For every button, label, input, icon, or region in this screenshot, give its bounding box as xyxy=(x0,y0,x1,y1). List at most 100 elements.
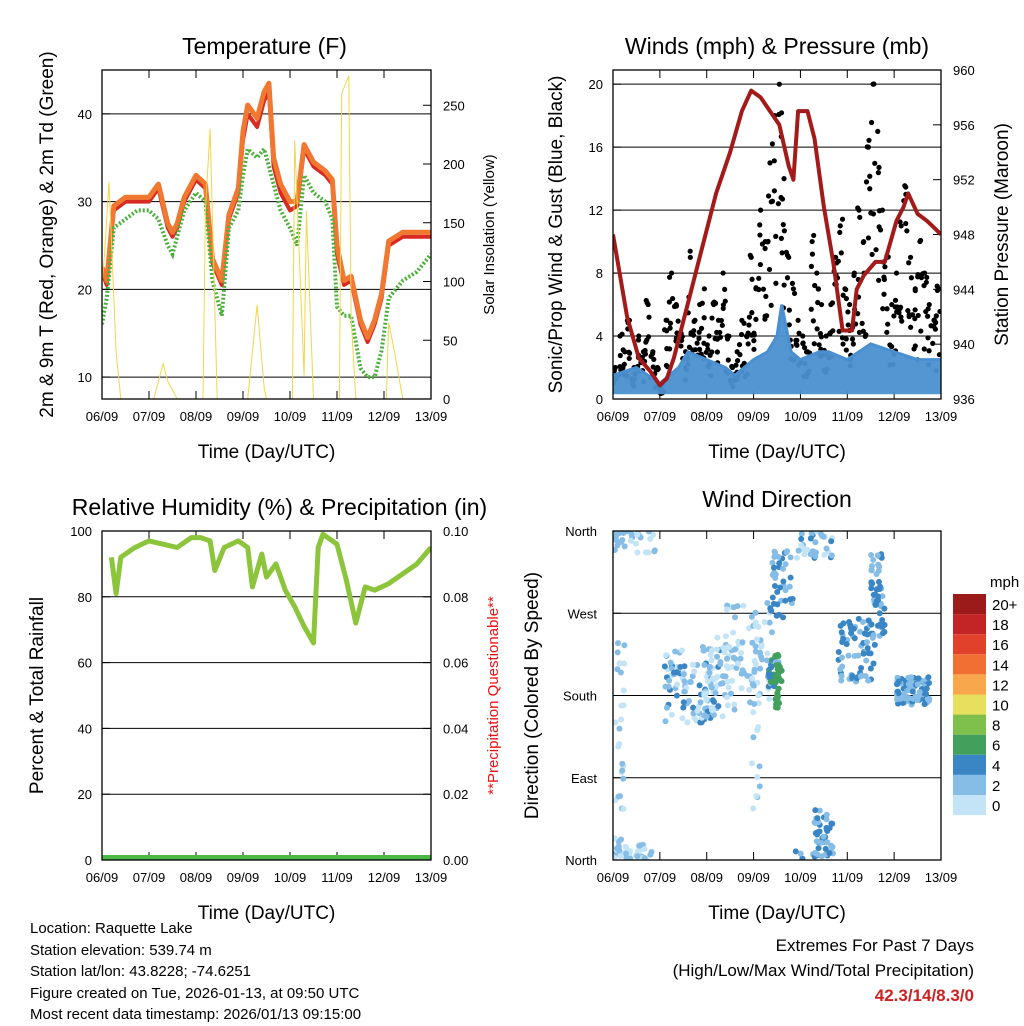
direction-point xyxy=(745,625,752,632)
gust-point xyxy=(789,280,796,287)
gust-point xyxy=(884,329,890,335)
solar-insolation-line xyxy=(102,75,431,399)
gust-point xyxy=(863,179,870,185)
x-tick-label: 11/09 xyxy=(321,409,353,424)
x-tick-label: 08/09 xyxy=(690,870,723,885)
direction-point xyxy=(694,707,701,714)
legend-title: mph xyxy=(990,574,1019,591)
gust-point xyxy=(756,286,762,293)
gust-point xyxy=(711,301,717,308)
direction-point xyxy=(738,649,745,656)
direction-point xyxy=(868,552,875,559)
direction-point xyxy=(714,653,721,660)
direction-point xyxy=(769,559,776,566)
gust-point xyxy=(675,318,681,324)
direction-point xyxy=(749,760,756,767)
gust-point xyxy=(907,254,914,260)
direction-point xyxy=(621,543,628,550)
y-tick-label: 0 xyxy=(85,853,92,868)
legend-label: 10 xyxy=(992,698,1009,715)
y-tick-label: 8 xyxy=(596,266,603,281)
direction-point xyxy=(795,547,802,554)
gust-point xyxy=(840,292,846,298)
gust-point xyxy=(743,333,750,339)
gust-point xyxy=(751,346,757,352)
legend-label: 4 xyxy=(992,758,1000,775)
direction-point xyxy=(808,531,815,537)
direction-point xyxy=(724,702,731,709)
direction-point xyxy=(704,678,711,685)
direction-point xyxy=(851,652,858,659)
y-right-tick-label: 0.04 xyxy=(443,721,468,736)
x-tick-label: 08/09 xyxy=(180,870,213,885)
direction-point xyxy=(786,583,793,590)
wind-speed-area xyxy=(613,304,941,395)
gust-point xyxy=(751,338,757,344)
direction-point xyxy=(641,855,648,860)
gust-point xyxy=(763,293,769,299)
direction-point xyxy=(619,537,626,544)
gust-point xyxy=(884,306,890,312)
gust-point xyxy=(720,305,726,312)
direction-point xyxy=(807,535,814,542)
direction-point xyxy=(766,673,773,680)
gust-point xyxy=(850,341,856,347)
y-right-tick-label: 0.02 xyxy=(443,787,468,802)
gust-point xyxy=(696,335,702,341)
direction-point xyxy=(750,709,757,716)
gust-point xyxy=(899,318,905,324)
y-right-tick-label: 952 xyxy=(953,173,975,188)
y-tick-label: 0 xyxy=(596,392,603,407)
gust-point xyxy=(881,274,887,280)
direction-point xyxy=(792,848,799,855)
gust-point xyxy=(667,346,673,352)
direction-point xyxy=(871,641,878,648)
direction-point xyxy=(915,693,922,700)
y-tick-label: 4 xyxy=(596,329,603,344)
direction-point xyxy=(618,716,625,723)
gust-point xyxy=(882,264,888,270)
gust-point xyxy=(640,349,647,355)
gust-point xyxy=(767,160,773,166)
gust-point xyxy=(912,343,918,349)
x-tick-label: 09/09 xyxy=(227,409,260,424)
direction-point xyxy=(845,652,852,659)
direction-point xyxy=(663,704,670,711)
gust-point xyxy=(936,352,941,358)
x-tick-label: 10/09 xyxy=(784,409,817,424)
direction-point xyxy=(623,854,630,860)
gust-point xyxy=(771,158,777,164)
direction-point xyxy=(818,531,825,537)
gust-point xyxy=(645,334,652,340)
direction-point xyxy=(744,672,751,679)
x-tick-label: 10/09 xyxy=(784,870,817,885)
direction-point xyxy=(839,654,846,661)
direction-point xyxy=(914,681,921,688)
direction-point xyxy=(616,741,623,748)
direction-point xyxy=(613,537,620,544)
gust-point xyxy=(930,340,936,346)
direction-point xyxy=(619,760,626,767)
gust-point xyxy=(613,364,618,371)
gust-point xyxy=(933,313,939,319)
direction-point xyxy=(729,677,736,684)
gust-point xyxy=(635,337,642,343)
direction-point xyxy=(780,578,787,585)
direction-point xyxy=(689,661,696,668)
direction-point xyxy=(757,665,764,672)
direction-point xyxy=(826,850,833,857)
direction-point xyxy=(666,677,673,684)
direction-point xyxy=(861,630,868,637)
gust-point xyxy=(905,307,911,314)
gust-point xyxy=(748,254,754,260)
direction-point xyxy=(856,628,863,635)
y-tick-label: North xyxy=(565,853,597,868)
direction-point xyxy=(732,614,739,621)
direction-point xyxy=(774,651,781,658)
x-tick-label: 08/09 xyxy=(690,409,723,424)
created-text: Figure created on Tue, 2026-01-13, at 09… xyxy=(30,984,360,1002)
direction-point xyxy=(739,639,746,646)
direction-point xyxy=(679,715,686,722)
direction-point xyxy=(667,659,674,666)
direction-point xyxy=(734,603,741,610)
